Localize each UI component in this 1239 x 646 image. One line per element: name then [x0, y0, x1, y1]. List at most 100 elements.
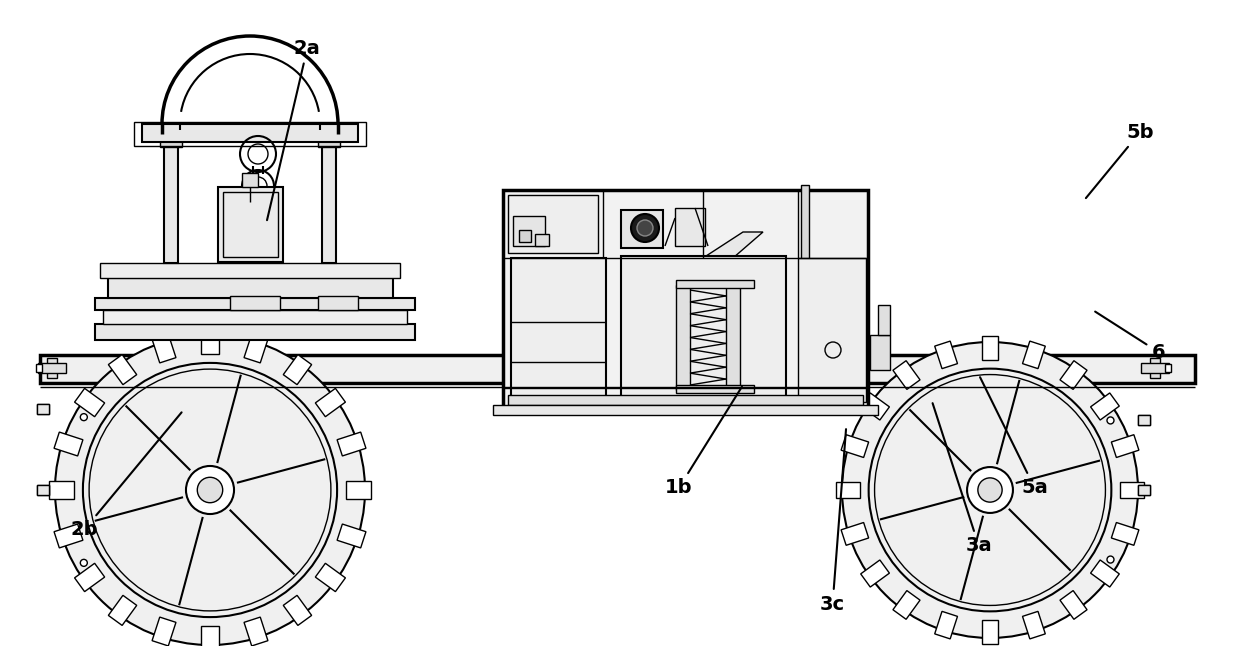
Circle shape [1106, 417, 1114, 424]
Text: 5a: 5a [980, 377, 1048, 497]
Polygon shape [74, 563, 104, 592]
Bar [870, 335, 890, 370]
Polygon shape [316, 563, 346, 592]
Polygon shape [1022, 341, 1046, 369]
Bar [878, 305, 890, 335]
Polygon shape [1022, 611, 1046, 639]
Circle shape [978, 478, 1002, 502]
Polygon shape [1061, 360, 1087, 390]
Polygon shape [284, 596, 312, 625]
Bar [675, 208, 705, 246]
Text: 3c: 3c [820, 429, 846, 614]
Polygon shape [981, 620, 999, 644]
Bar [37, 404, 48, 415]
Polygon shape [841, 523, 869, 545]
Polygon shape [347, 481, 372, 499]
Polygon shape [244, 617, 268, 646]
Bar [1137, 485, 1150, 495]
Text: 5b: 5b [1085, 123, 1154, 198]
Bar [510, 258, 606, 402]
Polygon shape [893, 590, 921, 620]
Text: 6: 6 [1095, 311, 1165, 362]
Polygon shape [316, 388, 346, 417]
Polygon shape [934, 341, 958, 369]
Polygon shape [1090, 393, 1119, 420]
Text: 3a: 3a [933, 403, 992, 556]
Text: 1b: 1b [665, 387, 742, 497]
Polygon shape [1061, 590, 1087, 620]
Bar [503, 190, 869, 410]
Bar [1141, 363, 1170, 373]
Polygon shape [1111, 435, 1139, 457]
Bar [1150, 358, 1160, 378]
Bar [134, 122, 366, 146]
Circle shape [631, 214, 659, 242]
Circle shape [83, 363, 337, 617]
Polygon shape [1090, 560, 1119, 587]
Circle shape [637, 220, 653, 236]
Bar [47, 358, 57, 378]
Bar [508, 195, 598, 253]
Bar [318, 135, 339, 147]
Circle shape [875, 375, 1105, 605]
Polygon shape [284, 355, 312, 384]
Bar [798, 258, 866, 402]
Bar [535, 234, 549, 246]
Bar [230, 296, 280, 310]
Polygon shape [55, 524, 83, 548]
Circle shape [869, 369, 1111, 611]
Polygon shape [108, 596, 136, 625]
Bar [103, 310, 406, 324]
Text: 2b: 2b [71, 412, 182, 539]
Polygon shape [861, 560, 890, 587]
Polygon shape [337, 432, 366, 456]
Bar [218, 187, 282, 262]
Bar [142, 124, 358, 142]
Polygon shape [202, 627, 218, 646]
Bar [676, 385, 755, 393]
Polygon shape [55, 432, 83, 456]
Circle shape [55, 335, 366, 645]
Polygon shape [202, 329, 218, 353]
Bar [513, 216, 545, 246]
Polygon shape [48, 481, 73, 499]
Polygon shape [108, 355, 136, 384]
Circle shape [968, 467, 1014, 513]
Bar [322, 142, 336, 263]
Polygon shape [861, 393, 890, 420]
Bar [95, 324, 415, 340]
Polygon shape [981, 336, 999, 360]
Bar [37, 404, 48, 415]
Circle shape [1106, 556, 1114, 563]
Circle shape [197, 477, 223, 503]
Bar [621, 210, 663, 248]
Polygon shape [703, 232, 763, 258]
Polygon shape [152, 617, 176, 646]
Circle shape [186, 466, 234, 514]
Circle shape [843, 342, 1137, 638]
Circle shape [81, 413, 87, 421]
Polygon shape [74, 388, 104, 417]
Bar [36, 364, 42, 372]
Bar [1165, 364, 1171, 372]
Bar [508, 395, 864, 405]
Circle shape [81, 559, 87, 567]
Bar [223, 192, 278, 257]
Polygon shape [934, 611, 958, 639]
Bar [493, 405, 878, 415]
Bar [676, 280, 755, 288]
Bar [242, 173, 258, 187]
Bar [108, 278, 393, 298]
Polygon shape [152, 334, 176, 363]
Bar [800, 185, 809, 275]
Bar [1137, 415, 1150, 424]
Bar [1137, 485, 1150, 495]
Polygon shape [836, 482, 860, 498]
Bar [160, 135, 182, 147]
Polygon shape [337, 524, 366, 548]
Circle shape [89, 369, 331, 611]
Text: 2a: 2a [268, 39, 321, 220]
Bar [519, 230, 532, 242]
Polygon shape [1111, 523, 1139, 545]
Polygon shape [244, 334, 268, 363]
